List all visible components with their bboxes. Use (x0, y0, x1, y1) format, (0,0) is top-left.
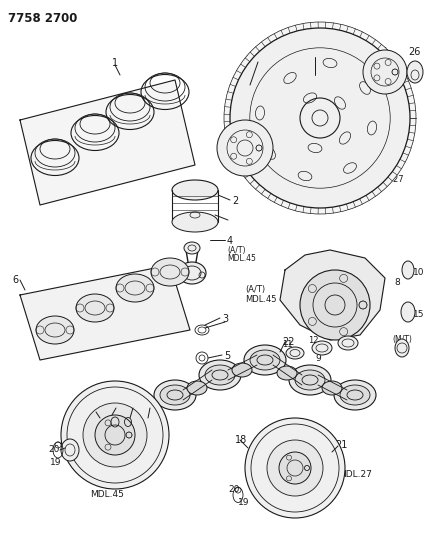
Ellipse shape (172, 212, 218, 232)
Text: 10: 10 (413, 268, 425, 277)
Ellipse shape (250, 350, 280, 370)
Text: 1: 1 (112, 58, 118, 68)
Ellipse shape (151, 258, 189, 286)
Circle shape (267, 440, 323, 496)
Circle shape (95, 415, 135, 455)
Text: 19: 19 (238, 498, 250, 507)
Ellipse shape (334, 380, 376, 410)
Ellipse shape (154, 380, 196, 410)
Text: 18: 18 (235, 435, 247, 445)
Text: 14: 14 (398, 345, 409, 354)
Text: 17: 17 (145, 403, 157, 412)
Text: 2: 2 (232, 196, 238, 206)
Text: 26: 26 (408, 47, 420, 57)
Ellipse shape (172, 180, 218, 200)
Circle shape (300, 270, 370, 340)
Text: MDL.27: MDL.27 (372, 175, 404, 184)
Ellipse shape (340, 385, 370, 405)
Ellipse shape (178, 262, 206, 284)
Text: 22: 22 (282, 337, 294, 347)
Text: 16: 16 (110, 403, 122, 412)
Ellipse shape (289, 365, 331, 395)
Text: 7: 7 (252, 358, 258, 367)
Text: 24: 24 (128, 403, 139, 412)
Text: 6: 6 (12, 275, 18, 285)
Polygon shape (280, 250, 385, 340)
Text: 23: 23 (88, 408, 99, 417)
Ellipse shape (205, 365, 235, 385)
Text: 15: 15 (413, 310, 425, 319)
Text: 9: 9 (315, 354, 321, 363)
Text: 20: 20 (48, 445, 59, 454)
Text: 9 A: 9 A (305, 50, 321, 60)
Circle shape (61, 381, 169, 489)
Circle shape (245, 418, 345, 518)
Ellipse shape (286, 347, 304, 359)
Text: 8: 8 (394, 278, 400, 287)
Text: 11: 11 (282, 340, 292, 349)
Text: 21: 21 (335, 440, 348, 450)
Text: (A/T): (A/T) (245, 285, 265, 294)
Ellipse shape (187, 381, 207, 395)
Ellipse shape (407, 61, 423, 83)
Text: MDL.27: MDL.27 (338, 470, 372, 479)
Circle shape (363, 50, 407, 94)
Text: (A/T): (A/T) (227, 246, 246, 255)
Ellipse shape (36, 316, 74, 344)
Ellipse shape (116, 274, 154, 302)
Text: 19: 19 (50, 458, 62, 467)
Ellipse shape (258, 346, 278, 360)
Ellipse shape (76, 294, 114, 322)
Ellipse shape (61, 439, 79, 461)
Text: 27: 27 (245, 55, 258, 65)
Text: (A/T): (A/T) (372, 165, 392, 174)
Polygon shape (20, 80, 195, 205)
Ellipse shape (232, 363, 252, 377)
Ellipse shape (244, 345, 286, 375)
Ellipse shape (322, 381, 342, 395)
Polygon shape (20, 265, 190, 360)
Text: 25: 25 (375, 47, 387, 57)
Text: 7758 2700: 7758 2700 (8, 12, 77, 25)
Ellipse shape (401, 302, 415, 322)
Ellipse shape (295, 370, 325, 390)
Ellipse shape (160, 385, 190, 405)
Ellipse shape (277, 366, 297, 380)
Text: 8: 8 (280, 358, 286, 367)
Text: MDL.45: MDL.45 (227, 254, 256, 263)
Circle shape (279, 452, 311, 484)
Ellipse shape (395, 339, 409, 357)
Circle shape (83, 403, 147, 467)
Circle shape (224, 22, 416, 214)
Circle shape (230, 28, 410, 208)
Ellipse shape (312, 341, 332, 355)
Ellipse shape (184, 242, 200, 254)
Circle shape (217, 120, 273, 176)
Text: 20: 20 (228, 485, 239, 494)
Text: 5: 5 (224, 351, 230, 361)
Text: MDL.45: MDL.45 (90, 490, 124, 499)
Text: 13: 13 (338, 332, 349, 341)
Text: 4: 4 (227, 236, 233, 246)
Text: (M/T): (M/T) (392, 335, 412, 344)
Ellipse shape (199, 360, 241, 390)
Text: 3: 3 (222, 314, 228, 324)
Text: MDL.45: MDL.45 (245, 295, 276, 304)
Text: 12: 12 (308, 336, 318, 345)
Ellipse shape (402, 261, 414, 279)
Ellipse shape (338, 336, 358, 350)
